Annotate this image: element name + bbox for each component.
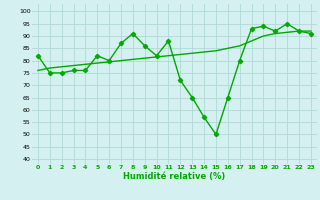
X-axis label: Humidité relative (%): Humidité relative (%) <box>123 172 226 181</box>
